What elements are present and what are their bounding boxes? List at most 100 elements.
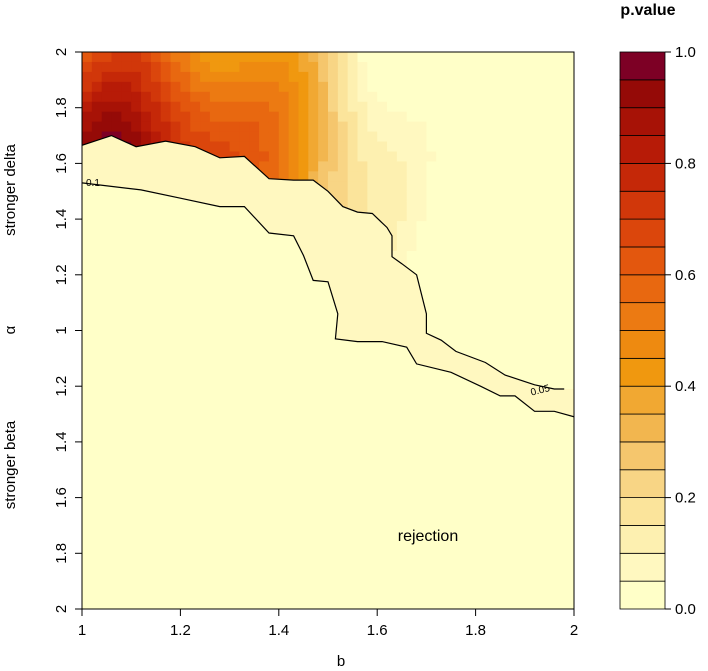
heatmap-cell xyxy=(150,101,162,113)
heatmap-cell xyxy=(564,250,574,262)
heatmap-cell xyxy=(387,52,398,63)
heatmap-cell xyxy=(485,350,496,361)
heatmap-cell xyxy=(91,52,103,63)
heatmap-cell xyxy=(426,141,437,153)
heatmap-cell xyxy=(278,61,290,73)
heatmap-cell xyxy=(554,211,565,222)
heatmap-cell xyxy=(377,71,388,83)
heatmap-cell xyxy=(514,260,526,272)
heatmap-cell xyxy=(475,52,487,63)
y-tick-label: 1.8 xyxy=(53,543,70,564)
heatmap-cell xyxy=(298,131,309,143)
heatmap-cell xyxy=(505,111,516,123)
heatmap-cell xyxy=(495,201,506,212)
heatmap-cell xyxy=(111,91,122,103)
heatmap-cell xyxy=(377,191,388,202)
heatmap-cell xyxy=(505,320,516,332)
heatmap-cell xyxy=(564,360,574,371)
heatmap-cell xyxy=(426,221,437,232)
heatmap-cell xyxy=(200,81,211,93)
heatmap-cell xyxy=(475,131,487,143)
heatmap-cell xyxy=(229,52,241,63)
heatmap-cell xyxy=(190,71,201,83)
heatmap-cell xyxy=(328,91,339,103)
heatmap-cell xyxy=(524,370,536,381)
heatmap-cell xyxy=(328,181,339,192)
heatmap-cell xyxy=(318,161,329,172)
heatmap-cell xyxy=(298,151,309,163)
heatmap-cell xyxy=(564,380,574,391)
heatmap-cell xyxy=(268,171,280,182)
heatmap-cell xyxy=(485,101,496,113)
heatmap-cell xyxy=(239,91,250,103)
heatmap-cell xyxy=(505,121,516,133)
heatmap-cell xyxy=(455,171,467,182)
heatmap-cell xyxy=(465,201,477,212)
heatmap-cell xyxy=(347,101,359,113)
heatmap-cell xyxy=(524,191,536,202)
heatmap-cell xyxy=(524,310,536,322)
y-tick-label: 2 xyxy=(53,48,70,56)
heatmap-cell xyxy=(229,111,241,123)
heatmap-cell xyxy=(347,52,359,63)
heatmap-cell xyxy=(564,161,574,172)
heatmap-cell xyxy=(495,191,506,202)
heatmap-cell xyxy=(446,270,457,282)
y-side-label-bottom: stronger beta xyxy=(2,420,19,509)
y-tick-label: 2 xyxy=(53,605,70,613)
heatmap-cell xyxy=(259,81,270,93)
heatmap-cell xyxy=(170,81,181,93)
heatmap-cell xyxy=(150,121,162,133)
heatmap-cell xyxy=(396,81,408,93)
heatmap-cell xyxy=(436,161,447,172)
heatmap-cell xyxy=(505,191,516,202)
heatmap-cell xyxy=(505,52,516,63)
heatmap-cell xyxy=(82,71,93,83)
heatmap-cell xyxy=(200,111,211,123)
heatmap-cell xyxy=(465,121,477,133)
heatmap-cell xyxy=(436,221,447,232)
heatmap-cell xyxy=(328,101,339,113)
heatmap-cell xyxy=(160,71,172,83)
heatmap-cell xyxy=(465,91,477,103)
heatmap-cell xyxy=(239,81,250,93)
heatmap-cell xyxy=(514,340,526,351)
heatmap-cell xyxy=(446,221,457,232)
legend-swatch xyxy=(619,441,666,471)
heatmap-cell xyxy=(465,270,477,282)
heatmap-cell xyxy=(505,131,516,143)
heatmap-cell xyxy=(554,350,565,361)
heatmap-cell xyxy=(485,181,496,192)
heatmap-cell xyxy=(377,52,388,63)
heatmap-cell xyxy=(455,111,467,123)
heatmap-cell xyxy=(170,121,181,133)
heatmap-cell xyxy=(219,81,231,93)
heatmap-cell xyxy=(495,141,506,153)
heatmap-cell xyxy=(367,141,378,153)
heatmap-cell xyxy=(564,449,574,461)
heatmap-cell xyxy=(268,161,280,172)
heatmap-cell xyxy=(229,91,241,103)
heatmap-cell xyxy=(357,52,368,63)
heatmap-cell xyxy=(111,61,122,73)
heatmap-cell xyxy=(209,121,221,133)
heatmap-cell xyxy=(485,270,496,282)
heatmap-cell xyxy=(396,131,408,143)
heatmap-cell xyxy=(564,459,574,471)
heatmap-cell xyxy=(259,61,270,73)
heatmap-cell xyxy=(446,260,457,272)
heatmap-cell xyxy=(446,91,457,103)
heatmap-cell xyxy=(465,181,477,192)
heatmap-cell xyxy=(347,151,359,163)
heatmap-cell xyxy=(534,370,546,381)
heatmap-cell xyxy=(554,141,565,153)
heatmap-cell xyxy=(495,260,506,272)
heatmap-cell xyxy=(337,61,349,73)
heatmap-cell xyxy=(357,161,368,172)
heatmap-cell xyxy=(534,111,546,123)
heatmap-cell xyxy=(485,211,496,222)
heatmap-cell xyxy=(367,52,378,63)
contour-line-0.1 xyxy=(82,182,574,418)
heatmap-cell xyxy=(564,439,574,451)
heatmap-cell xyxy=(485,240,496,252)
